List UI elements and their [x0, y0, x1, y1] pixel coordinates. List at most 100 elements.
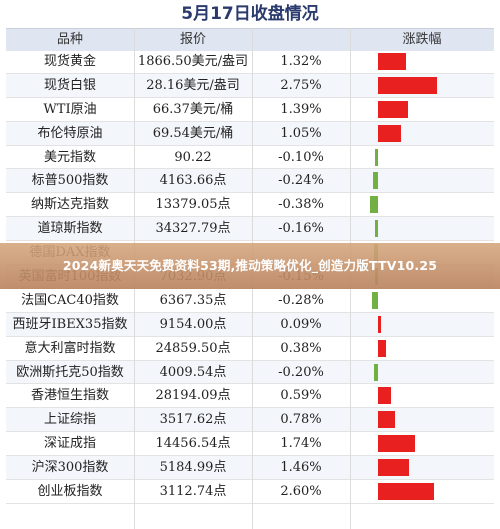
bar-cell — [350, 217, 494, 240]
row-name: 深证成指 — [43, 436, 96, 452]
row-change: -0.16% — [278, 221, 324, 237]
row-price: 1866.50美元/盎司 — [137, 54, 249, 69]
change-bar — [378, 315, 381, 333]
row-change: 0.38% — [280, 340, 322, 356]
row-name: 布伦特原油 — [37, 125, 103, 141]
row-change: -0.24% — [278, 173, 324, 189]
header-price: 报价 — [179, 32, 206, 47]
change-bar — [378, 459, 410, 477]
row-change: -0.28% — [278, 292, 324, 308]
bar-cell — [350, 98, 494, 121]
row-name: WTI原油 — [43, 101, 97, 117]
header-change: 涨跌幅 — [402, 32, 442, 47]
table-row: 美元指数 90.22 -0.10% — [6, 146, 494, 170]
table-row: 香港恒生指数 28194.09点 0.59% — [6, 384, 494, 409]
row-name: 香港恒生指数 — [30, 388, 109, 404]
row-name: 西班牙IBEX35指数 — [12, 316, 128, 332]
bar-cell — [350, 193, 494, 216]
table-row: 纳斯达克指数 13379.05点 -0.38% — [6, 193, 494, 218]
bar-cell — [350, 456, 494, 479]
table-row: 深证成指 14456.54点 1.74% — [6, 432, 494, 457]
table-row: WTI原油 66.37美元/桶 1.39% — [6, 98, 494, 122]
bar-cell — [350, 289, 494, 312]
row-name: 美元指数 — [43, 149, 96, 165]
row-price: 69.54美元/桶 — [152, 125, 234, 141]
change-bar — [378, 124, 401, 142]
row-change: -0.20% — [278, 364, 324, 380]
change-bar — [375, 148, 378, 166]
bar-cell — [350, 384, 494, 407]
change-bar — [378, 435, 416, 453]
row-price: 4009.54点 — [159, 364, 227, 380]
change-bar — [378, 483, 434, 501]
row-name: 现货白银 — [43, 77, 96, 93]
change-bar — [369, 196, 378, 214]
row-change: 0.78% — [280, 412, 322, 428]
row-name: 意大利富时指数 — [24, 340, 116, 356]
table-row: 现货白银 28.16美元/盎司 2.75% — [6, 73, 494, 98]
row-name: 纳斯达克指数 — [30, 197, 109, 213]
row-name: 道琼斯指数 — [37, 221, 103, 237]
bar-cell — [350, 432, 494, 455]
row-name: 创业板指数 — [37, 484, 103, 500]
row-name: 法国CAC40指数 — [21, 292, 119, 308]
change-bar — [378, 411, 395, 429]
change-bar — [378, 100, 408, 118]
row-change: 1.39% — [280, 101, 322, 117]
change-bar — [374, 220, 378, 238]
row-price: 28194.09点 — [155, 388, 231, 404]
table-row: 西班牙IBEX35指数 9154.00点 0.09% — [6, 312, 494, 337]
change-bar — [378, 387, 391, 405]
row-price: 34327.79点 — [155, 221, 231, 237]
change-bar — [372, 172, 378, 190]
overlay-banner: 2024新奥天天免费资料53期,推动策略优化_创造力版TTV10.25 — [0, 243, 500, 289]
row-price: 4163.66点 — [159, 173, 227, 189]
table-row: 道琼斯指数 34327.79点 -0.16% — [6, 217, 494, 242]
table-row: 现货黄金 1866.50美元/盎司 1.32% — [6, 50, 494, 74]
change-bar — [373, 363, 378, 381]
row-change: 1.05% — [280, 125, 322, 141]
bar-cell — [350, 313, 494, 336]
table-row: 法国CAC40指数 6367.35点 -0.28% — [6, 289, 494, 313]
change-bar — [371, 291, 378, 309]
row-change: 1.46% — [280, 460, 322, 476]
bar-cell — [350, 361, 494, 384]
bar-cell — [350, 408, 494, 431]
row-change: 1.74% — [280, 436, 322, 452]
row-price: 14456.54点 — [155, 436, 231, 452]
row-price: 66.37美元/桶 — [152, 101, 234, 117]
row-name: 标普500指数 — [31, 173, 109, 189]
row-change: 2.60% — [280, 484, 322, 500]
row-price: 3112.74点 — [159, 484, 227, 500]
row-change: 0.59% — [280, 388, 322, 404]
row-name: 上证综指 — [43, 412, 96, 428]
row-name: 沪深300指数 — [31, 460, 109, 476]
table-row: 上证综指 3517.62点 0.78% — [6, 408, 494, 433]
row-price: 13379.05点 — [155, 197, 231, 213]
row-price: 3517.62点 — [159, 412, 227, 428]
bar-cell — [350, 122, 494, 145]
table-row: 沪深300指数 5184.99点 1.46% — [6, 456, 494, 481]
row-change: -0.38% — [278, 197, 324, 213]
table-row: 欧洲斯托克50指数 4009.54点 -0.20% — [6, 360, 494, 385]
change-bar — [378, 339, 387, 357]
table-row: 意大利富时指数 24859.50点 0.38% — [6, 337, 494, 361]
page-title: 5月17日收盘情况 — [181, 4, 319, 24]
table-header: 品种 报价 涨跌幅 — [6, 28, 494, 51]
bar-cell — [350, 337, 494, 360]
table-row: 布伦特原油 69.54美元/桶 1.05% — [6, 121, 494, 146]
change-bar — [378, 53, 407, 70]
row-price: 24859.50点 — [155, 340, 231, 356]
row-change: -0.10% — [278, 149, 324, 165]
table-row: 标普500指数 4163.66点 -0.24% — [6, 169, 494, 194]
row-change: 1.32% — [280, 54, 322, 69]
bar-cell — [350, 169, 494, 192]
row-price: 6367.35点 — [159, 292, 227, 308]
row-change: 0.09% — [280, 316, 322, 332]
row-price: 9154.00点 — [159, 316, 227, 332]
bar-cell — [350, 480, 494, 503]
bar-cell — [350, 50, 494, 73]
row-name: 欧洲斯托克50指数 — [16, 364, 124, 380]
row-price: 28.16美元/盎司 — [146, 77, 240, 93]
row-change: 2.75% — [280, 77, 322, 93]
